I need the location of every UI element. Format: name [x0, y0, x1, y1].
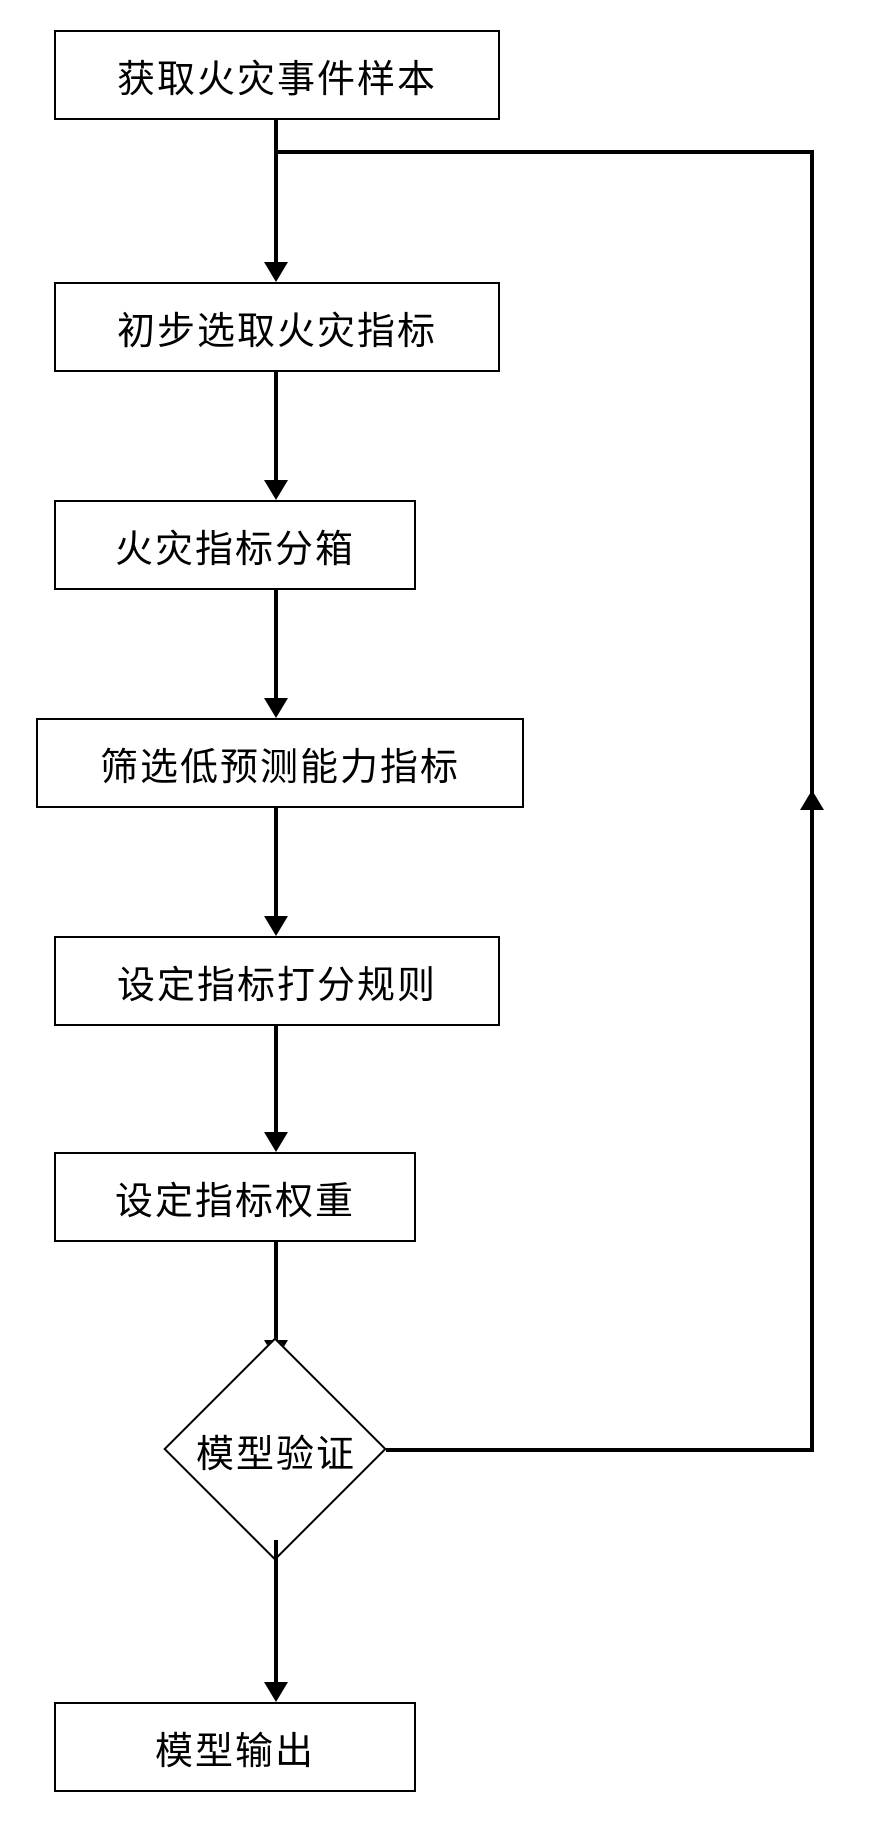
- edge-4-5-line: [274, 808, 278, 916]
- flowchart-container: 获取火灾事件样本 初步选取火灾指标 火灾指标分箱 筛选低预测能力指标 设定指标打…: [0, 0, 896, 1843]
- edge-5-6-arrow: [264, 1132, 288, 1152]
- node-label: 模型验证: [196, 1423, 356, 1478]
- node-set-weights: 设定指标权重: [54, 1152, 416, 1242]
- edge-7-8-arrow: [264, 1682, 288, 1702]
- node-acquire-samples: 获取火灾事件样本: [54, 30, 500, 120]
- edge-1-2-line: [274, 120, 278, 262]
- edge-feedback-h1: [386, 1448, 814, 1452]
- edge-feedback-arrow: [800, 790, 824, 810]
- node-scoring-rules: 设定指标打分规则: [54, 936, 500, 1026]
- edge-3-4-line: [274, 590, 278, 698]
- edge-7-8-line: [274, 1540, 278, 1682]
- node-binning: 火灾指标分箱: [54, 500, 416, 590]
- node-select-indicators: 初步选取火灾指标: [54, 282, 500, 372]
- node-validation-text: 模型验证: [166, 1360, 386, 1540]
- node-label: 设定指标权重: [115, 1170, 355, 1225]
- edge-6-7-line: [274, 1242, 278, 1340]
- edge-2-3-line: [274, 372, 278, 480]
- node-model-output: 模型输出: [54, 1702, 416, 1792]
- node-label: 模型输出: [155, 1720, 315, 1775]
- node-filter-low-predict: 筛选低预测能力指标: [36, 718, 524, 808]
- node-label: 筛选低预测能力指标: [100, 736, 460, 791]
- edge-1-2-arrow: [264, 262, 288, 282]
- edge-2-3-arrow: [264, 480, 288, 500]
- node-label: 设定指标打分规则: [117, 954, 437, 1009]
- edge-3-4-arrow: [264, 698, 288, 718]
- edge-feedback-h2: [276, 150, 814, 154]
- edge-5-6-line: [274, 1026, 278, 1132]
- node-label: 火灾指标分箱: [115, 518, 355, 573]
- edge-4-5-arrow: [264, 916, 288, 936]
- node-label: 初步选取火灾指标: [117, 300, 437, 355]
- node-label: 获取火灾事件样本: [117, 48, 437, 103]
